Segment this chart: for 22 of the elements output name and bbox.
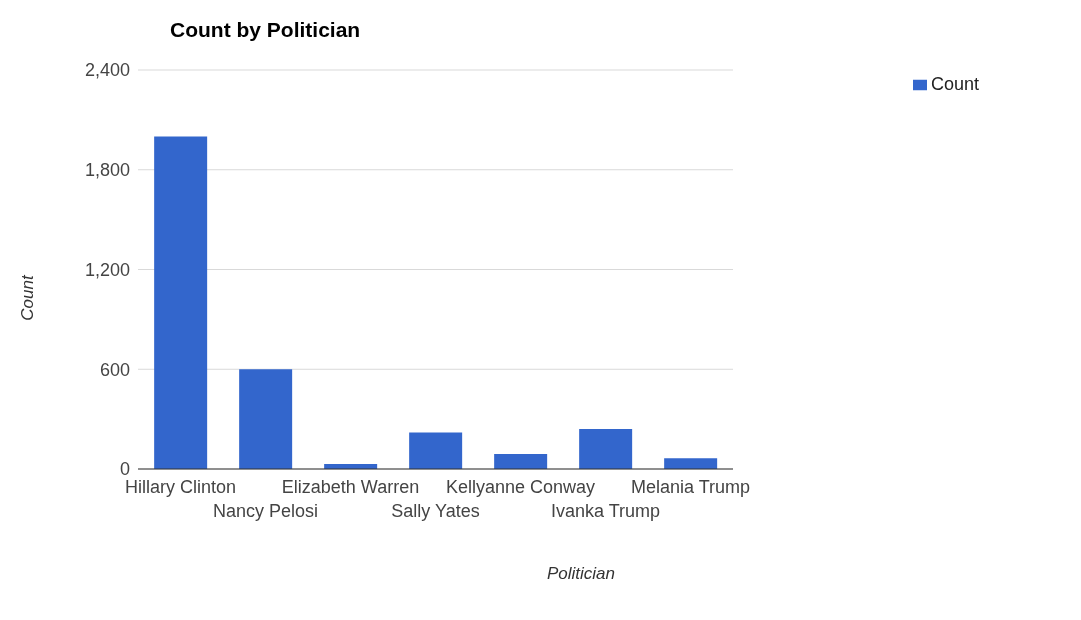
- y-tick-label: 0: [119, 459, 130, 480]
- x-tick-label: Kellyanne Conway: [445, 477, 596, 497]
- x-tick-label: Hillary Clinton: [124, 477, 237, 497]
- x-tick-label: Ivanka Trump: [550, 501, 661, 521]
- y-tick-label: 1,200: [84, 259, 130, 280]
- x-axis-title: Politician: [545, 564, 616, 584]
- x-tick-label: Melania Trump: [630, 477, 751, 497]
- chart-title: Count by Politician: [170, 18, 361, 42]
- bar: [664, 458, 718, 469]
- bar: [579, 429, 633, 469]
- legend-label: Count: [931, 74, 980, 94]
- x-tick-label: Nancy Pelosi: [212, 501, 319, 521]
- x-tick-label: Elizabeth Warren: [281, 477, 420, 497]
- y-tick-label: 2,400: [84, 60, 130, 81]
- bar: [494, 454, 548, 469]
- y-axis-title: Count: [18, 274, 38, 323]
- y-tick-label: 1,800: [84, 160, 130, 181]
- bar: [154, 136, 208, 469]
- y-tick-label: 600: [99, 359, 130, 380]
- x-tick-label: Sally Yates: [391, 501, 480, 521]
- bar: [239, 369, 293, 469]
- bar: [409, 432, 463, 469]
